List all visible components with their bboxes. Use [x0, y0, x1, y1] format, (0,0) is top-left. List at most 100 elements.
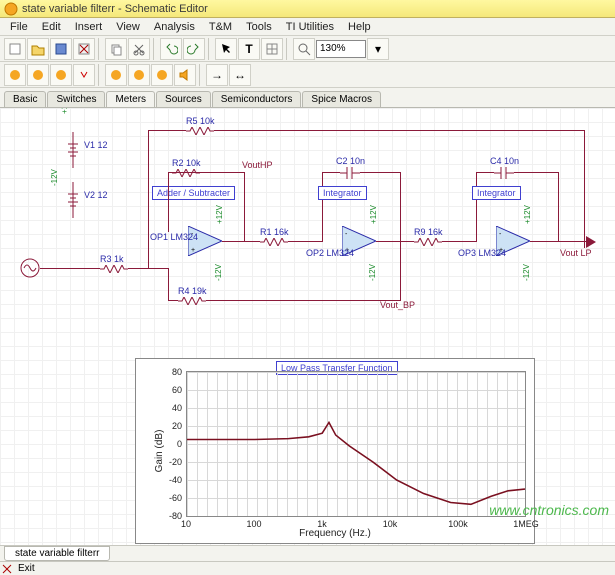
- output-pin-icon: [586, 236, 598, 248]
- tool-6[interactable]: [128, 64, 150, 86]
- tool-arrow-right[interactable]: →: [206, 64, 228, 86]
- op3-label: OP3 LM324: [458, 248, 506, 258]
- resistor-r1: [260, 237, 288, 245]
- text-button[interactable]: T: [238, 38, 260, 60]
- wire: [584, 130, 585, 248]
- tool-1[interactable]: [4, 64, 26, 86]
- title-bar: state variable filterr - Schematic Edito…: [0, 0, 615, 18]
- status-bar: Exit: [0, 561, 615, 575]
- rail-neg-1: -12V: [50, 169, 59, 186]
- wire: [360, 172, 400, 173]
- wire: [476, 172, 477, 242]
- redo-button[interactable]: [183, 38, 205, 60]
- tool-7[interactable]: [151, 64, 173, 86]
- schematic-canvas[interactable]: V1 12 +12V V2 12 -12V R3 1k R2 10k R5 10…: [0, 108, 615, 548]
- grid-button[interactable]: [261, 38, 283, 60]
- wire: [476, 172, 494, 173]
- tool-arrow-bidir[interactable]: ↔: [229, 64, 251, 86]
- resistor-r4: [178, 296, 206, 304]
- tool-speaker[interactable]: [174, 64, 196, 86]
- wire: [168, 268, 169, 300]
- main-toolbar: T 130% ▾: [0, 36, 615, 62]
- rail-pos-1: +12V: [60, 108, 69, 114]
- select-button[interactable]: [215, 38, 237, 60]
- ytick: -40: [146, 475, 182, 485]
- tab-spice-macros[interactable]: Spice Macros: [302, 91, 381, 107]
- menu-file[interactable]: File: [4, 20, 34, 34]
- xtick: 100: [246, 519, 261, 529]
- resistor-r3: [100, 264, 128, 272]
- menu-tm[interactable]: T&M: [203, 20, 238, 34]
- cut-button[interactable]: [128, 38, 150, 60]
- op2-label: OP2 LM324: [306, 248, 354, 258]
- zoom-dropdown-icon[interactable]: ▾: [367, 38, 389, 60]
- tab-semiconductors[interactable]: Semiconductors: [212, 91, 302, 107]
- op2-vcc: +12V: [369, 205, 378, 224]
- wire: [40, 268, 100, 269]
- menu-insert[interactable]: Insert: [69, 20, 109, 34]
- chart-xlabel: Frequency (Hz.): [299, 528, 371, 539]
- menu-view[interactable]: View: [110, 20, 146, 34]
- menu-ti-utilities[interactable]: TI Utilities: [280, 20, 340, 34]
- new-button[interactable]: [4, 38, 26, 60]
- status-exit[interactable]: Exit: [18, 563, 35, 574]
- wire: [442, 241, 476, 242]
- menu-help[interactable]: Help: [342, 20, 377, 34]
- wire: [400, 241, 401, 301]
- voltage-source-v1: [66, 132, 80, 168]
- tab-meters[interactable]: Meters: [106, 91, 155, 107]
- toolbar-separator: [153, 38, 157, 60]
- menu-edit[interactable]: Edit: [36, 20, 67, 34]
- wire: [168, 172, 244, 173]
- close-button[interactable]: [73, 38, 95, 60]
- document-tab[interactable]: state variable filterr: [4, 546, 110, 561]
- op3-vee: -12V: [522, 264, 531, 281]
- undo-button[interactable]: [160, 38, 182, 60]
- toolbar-separator: [98, 38, 102, 60]
- menu-bar: File Edit Insert View Analysis T&M Tools…: [0, 18, 615, 36]
- ytick: 0: [146, 439, 182, 449]
- op3-vcc: +12V: [523, 205, 532, 224]
- tool-5[interactable]: [105, 64, 127, 86]
- block-integrator-2: Integrator: [472, 186, 521, 200]
- tool-3[interactable]: [50, 64, 72, 86]
- copy-button[interactable]: [105, 38, 127, 60]
- r5-label: R5 10k: [186, 116, 215, 126]
- wire: [128, 268, 168, 269]
- chart-plot-area: [186, 371, 526, 517]
- capacitor-c2: [340, 166, 350, 180]
- app-icon: [4, 2, 18, 16]
- r3-label: R3 1k: [100, 254, 124, 264]
- chart-curve: [187, 372, 525, 516]
- xtick: 1k: [317, 519, 327, 529]
- v2-label: V2 12: [84, 190, 108, 200]
- tool-4[interactable]: [73, 64, 95, 86]
- zoom-in-icon[interactable]: [293, 38, 315, 60]
- tab-sources[interactable]: Sources: [156, 91, 211, 107]
- wire: [530, 241, 590, 242]
- wire: [400, 172, 401, 242]
- op1-vcc: +12V: [215, 205, 224, 224]
- wire: [244, 172, 245, 242]
- xtick: 10: [181, 519, 191, 529]
- toolbar-tabs: Basic Switches Meters Sources Semiconduc…: [0, 88, 615, 108]
- c2-label: C2 10n: [336, 156, 365, 166]
- zoom-input[interactable]: 130%: [316, 40, 366, 58]
- voltage-source-v2: [66, 182, 80, 218]
- ytick: -60: [146, 493, 182, 503]
- ac-source: [20, 258, 40, 281]
- toolbar-separator: [199, 64, 203, 86]
- tool-2[interactable]: [27, 64, 49, 86]
- resistor-r5: [186, 126, 214, 134]
- menu-tools[interactable]: Tools: [240, 20, 278, 34]
- menu-analysis[interactable]: Analysis: [148, 20, 201, 34]
- toolbar-separator: [208, 38, 212, 60]
- wire: [222, 241, 260, 242]
- tab-switches[interactable]: Switches: [47, 91, 105, 107]
- open-button[interactable]: [27, 38, 49, 60]
- wire: [322, 172, 340, 173]
- wire: [558, 172, 559, 242]
- block-adder: Adder / Subtracter: [152, 186, 235, 200]
- save-button[interactable]: [50, 38, 72, 60]
- tab-basic[interactable]: Basic: [4, 91, 46, 107]
